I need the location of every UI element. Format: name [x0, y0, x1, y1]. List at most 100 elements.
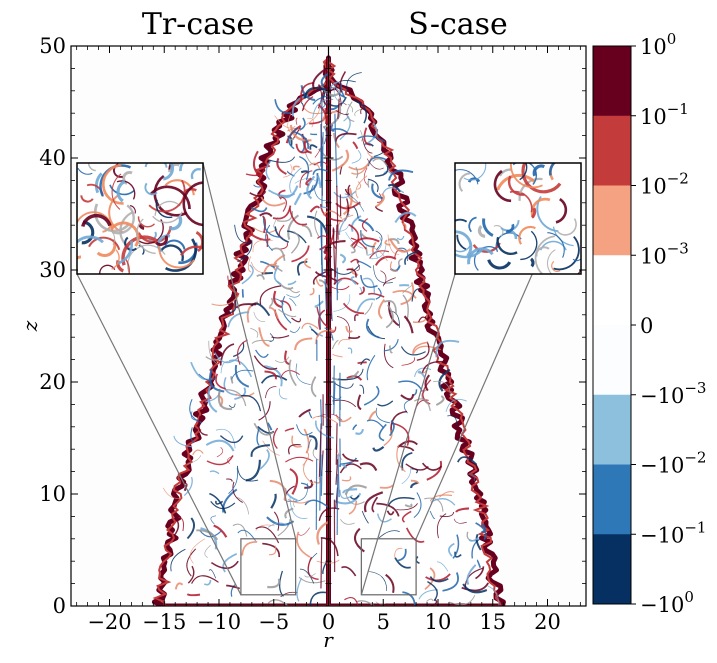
filament	[366, 354, 376, 381]
filament	[296, 531, 311, 558]
filament	[292, 165, 300, 171]
colorbar-band	[593, 325, 631, 396]
filament	[271, 335, 290, 339]
filament	[414, 367, 432, 378]
inset-swirl	[81, 220, 95, 245]
inset-swirl	[510, 163, 543, 189]
filament	[481, 523, 486, 533]
filament	[341, 476, 352, 482]
filament	[270, 247, 286, 261]
tr-case-plume	[151, 55, 331, 606]
filament	[421, 462, 443, 471]
filament	[253, 184, 261, 188]
panel-title-s-case: S-case	[408, 7, 508, 42]
filament	[228, 359, 252, 378]
filament	[288, 137, 295, 143]
inset-swirl	[155, 235, 168, 247]
filament	[265, 224, 273, 251]
filament	[276, 211, 294, 222]
inset-swirl	[144, 163, 168, 168]
inset-swirl	[468, 216, 477, 233]
inset-swirl	[467, 177, 481, 183]
filament	[357, 181, 362, 190]
inset-swirl	[154, 200, 181, 216]
filament	[178, 516, 185, 532]
panel-title-tr-case: Tr-case	[142, 7, 254, 42]
filament	[229, 299, 237, 314]
filament	[367, 152, 378, 160]
inset-swirl	[551, 260, 561, 272]
inset-swirl	[164, 239, 186, 250]
filament	[454, 551, 462, 558]
filament	[389, 261, 398, 272]
filament	[280, 242, 289, 250]
filament	[208, 569, 217, 579]
filament	[405, 527, 425, 543]
filament	[237, 239, 253, 263]
filament	[361, 510, 369, 524]
inset-swirl	[530, 197, 551, 219]
filament	[396, 444, 406, 473]
filament	[347, 103, 354, 113]
inset-swirl	[111, 173, 122, 210]
filament	[402, 285, 413, 294]
inset-swirl	[111, 249, 120, 270]
filament	[370, 244, 387, 260]
inset-swirl	[473, 246, 497, 271]
filament	[288, 444, 301, 455]
filament	[350, 237, 367, 250]
filament	[362, 277, 376, 294]
filament	[316, 559, 340, 564]
inset-swirl	[109, 228, 116, 245]
inset-swirl	[93, 203, 130, 233]
filament	[383, 338, 399, 352]
filament	[298, 527, 310, 536]
inset-swirl	[138, 219, 164, 245]
filament	[387, 497, 415, 507]
filament	[344, 484, 368, 496]
filament	[287, 170, 295, 177]
filament	[330, 124, 335, 132]
filament	[358, 218, 375, 232]
filament	[247, 256, 252, 273]
filament	[337, 214, 354, 236]
filament	[291, 317, 302, 323]
filament	[270, 493, 277, 509]
filament	[286, 294, 301, 298]
filament	[309, 133, 318, 136]
filament	[383, 343, 394, 369]
filament	[403, 315, 414, 334]
inset-swirl	[180, 245, 203, 257]
inset-swirl	[77, 168, 93, 175]
filament	[265, 386, 277, 399]
filament	[331, 128, 349, 134]
filament	[262, 263, 279, 275]
filament	[281, 296, 292, 324]
filament	[272, 254, 286, 271]
filament	[372, 445, 385, 452]
zoom-source-box	[240, 538, 297, 596]
filament	[258, 401, 271, 421]
inset-swirl	[507, 175, 525, 196]
filament	[307, 117, 314, 128]
filament	[265, 160, 272, 181]
filament	[391, 422, 410, 446]
filament	[363, 491, 384, 513]
zoom-connector	[202, 162, 297, 539]
filament	[186, 455, 202, 465]
filament	[303, 457, 315, 485]
colorbar-band	[593, 185, 631, 256]
filament	[341, 453, 359, 462]
filament	[371, 496, 379, 513]
inset-swirl	[148, 179, 186, 213]
inset-swirl	[88, 236, 121, 251]
filament	[227, 311, 250, 328]
filament	[367, 178, 379, 193]
filament	[332, 353, 343, 358]
filament	[230, 584, 236, 597]
inset-swirl	[155, 199, 173, 219]
filament	[345, 492, 365, 505]
axis-streak	[318, 294, 322, 329]
axis-streak	[320, 454, 323, 496]
filament	[226, 584, 241, 590]
